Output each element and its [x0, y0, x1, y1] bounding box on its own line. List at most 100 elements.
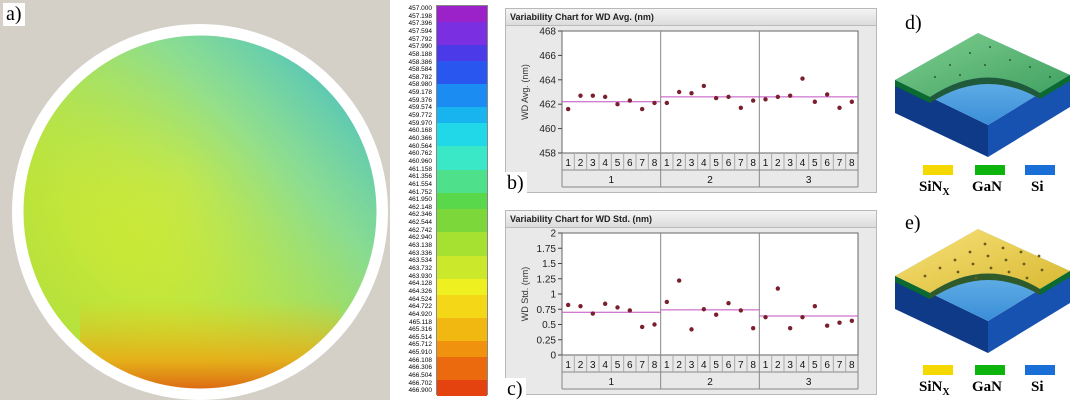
data-point [639, 324, 645, 330]
scale-band [437, 318, 487, 327]
scale-band [437, 45, 487, 54]
data-point [627, 308, 633, 313]
data-point [615, 102, 620, 107]
y-axis-label: WD Avg. (nm) [520, 64, 530, 120]
wafer-label: 6 [627, 158, 633, 169]
gan-cut-edge [930, 77, 1040, 103]
wafer-label: 2 [578, 158, 584, 169]
data-point [775, 94, 781, 100]
y-tick-label: 460 [539, 124, 556, 135]
data-point [689, 91, 694, 96]
y-tick-label: 1.75 [537, 244, 557, 255]
data-point [800, 314, 805, 320]
data-point [750, 98, 756, 103]
scale-label: 465.316 [408, 326, 433, 334]
run-label: 2 [707, 377, 713, 388]
scale-band [437, 68, 487, 77]
wafer-label: 7 [738, 158, 744, 169]
wd-std-variability-chart: Variability Chart for WD Std. (nm) 2 1.75… [505, 210, 877, 395]
data-point [824, 92, 830, 97]
y-tick-label: 458 [539, 149, 556, 160]
wafer-label: 2 [775, 158, 781, 169]
si-left-face [895, 80, 988, 157]
data-point [726, 94, 731, 100]
scale-band [437, 255, 487, 264]
wafer-label: 4 [602, 360, 608, 371]
y-tick-label: 0.75 [537, 305, 557, 316]
si-right-face [988, 75, 1070, 157]
color-scale-bar [436, 5, 488, 397]
scale-band [437, 193, 487, 202]
data-point [787, 325, 793, 331]
scale-band [437, 357, 487, 366]
wafer-label: 8 [750, 158, 756, 169]
scale-band [437, 247, 487, 257]
plot-area [561, 30, 859, 154]
data-point [738, 308, 744, 313]
y-tick-label: 466 [539, 51, 556, 62]
scale-label: 463.336 [408, 249, 433, 257]
sinx-label: SiNX [919, 179, 950, 198]
gan-label: GaN [972, 379, 1002, 395]
legend-e: SiNX GaN Si [905, 365, 1065, 398]
data-point [565, 106, 571, 112]
data-point [590, 93, 596, 98]
scale-band [437, 13, 487, 23]
data-point [578, 304, 583, 309]
scale-band [437, 349, 487, 358]
si-left-face [895, 276, 988, 353]
data-point [615, 305, 620, 310]
data-point [713, 95, 719, 101]
scale-label: 461.752 [408, 188, 433, 196]
sinx-gan-si-block-diagram [895, 229, 1070, 353]
si-label: Si [1031, 379, 1044, 395]
data-point [639, 106, 645, 112]
scale-band [437, 185, 487, 194]
wafer-map-panel [0, 0, 390, 400]
wafer-label: 8 [652, 158, 658, 169]
gan-on-si-block-diagram [895, 33, 1070, 157]
scale-label: 460.168 [408, 127, 433, 135]
wafer-label: 3 [689, 158, 695, 169]
scale-label: 460.564 [408, 142, 433, 150]
scale-label: 457.000 [408, 5, 433, 12]
gan-layer-top [895, 33, 1070, 97]
gan-swatch [975, 365, 1005, 375]
scale-band [437, 146, 487, 155]
gan-cut-edge [930, 273, 1040, 299]
scale-label: 462.742 [408, 226, 433, 234]
si-label: Si [1031, 179, 1044, 195]
scale-band [437, 294, 487, 303]
scale-band [437, 240, 487, 249]
data-point [578, 93, 583, 98]
scale-label: 457.396 [408, 20, 433, 28]
scale-label: 459.772 [408, 112, 433, 120]
scale-label: 466.504 [408, 372, 433, 380]
scale-band [437, 177, 487, 186]
plot-area [561, 232, 859, 356]
wafer-label: 7 [837, 158, 843, 169]
scale-label: 459.970 [408, 119, 433, 127]
scale-label: 463.732 [408, 265, 433, 272]
scale-label: 457.594 [408, 27, 433, 35]
wafer-label: 2 [676, 158, 682, 169]
color-scale-labels: 457.000 457.198 457.396 457.594 457.792 457.9… [392, 5, 434, 395]
scale-band [437, 279, 487, 288]
wafer-label: 7 [639, 360, 645, 371]
scale-label: 462.148 [408, 203, 433, 211]
data-point [713, 312, 719, 317]
scale-band [437, 263, 487, 272]
y-tick-label: 0.5 [542, 320, 556, 331]
wafer-label: 5 [615, 158, 621, 169]
chart-title: Variability Chart for WD Std. (nm) [506, 211, 876, 228]
gan-right-edge [1040, 75, 1070, 99]
scale-band [437, 325, 487, 335]
scale-label: 466.900 [408, 387, 433, 395]
scale-label: 460.762 [408, 150, 433, 158]
scale-band [437, 115, 487, 124]
wafer-label: 6 [726, 158, 732, 169]
scale-label: 461.158 [408, 165, 433, 173]
scale-label: 458.782 [408, 73, 433, 81]
wafer-label: 1 [664, 158, 670, 169]
data-point [627, 98, 633, 103]
